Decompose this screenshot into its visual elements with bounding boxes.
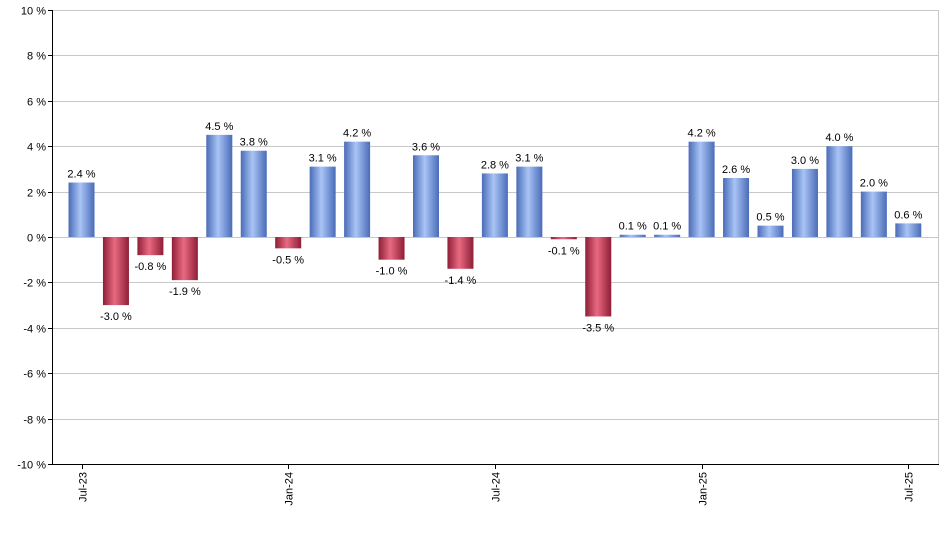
bar-positive [68, 182, 95, 237]
bar-negative [378, 237, 405, 260]
axes [48, 10, 939, 469]
y-tick-label: -4 % [23, 324, 46, 336]
bar-data-label: 0.6 % [894, 209, 922, 221]
y-tick-label: -2 % [23, 278, 46, 290]
bar-data-label: -0.1 % [548, 245, 580, 257]
bar-data-label: -3.5 % [582, 322, 614, 334]
bar-positive [654, 234, 681, 237]
bar-data-label: -1.9 % [169, 286, 201, 298]
bar-data-label: -1.4 % [445, 275, 477, 287]
bar-positive [895, 223, 922, 237]
x-tick-label: Jan-25 [698, 472, 710, 506]
y-tick-label: 4 % [27, 142, 46, 154]
bar-data-label: -3.0 % [100, 311, 132, 323]
y-tick-label: 0 % [27, 233, 46, 245]
bar-data-label: -1.0 % [376, 266, 408, 278]
bar-positive [344, 141, 371, 237]
y-tick-label: 6 % [27, 97, 46, 109]
bar-negative [275, 237, 302, 249]
y-tick-label: 2 % [27, 188, 46, 200]
bar-data-label: 2.0 % [860, 178, 888, 190]
bar-positive [413, 155, 439, 237]
bar-data-label: 3.0 % [791, 155, 819, 167]
bar-data-label: 4.5 % [205, 121, 233, 133]
bar-positive [757, 225, 784, 237]
y-tick-label: 8 % [27, 51, 46, 63]
bar-data-label: 0.5 % [756, 212, 784, 224]
y-tick-label: -10 % [17, 460, 46, 472]
bar-data-label: 2.8 % [481, 159, 509, 171]
bar-positive [481, 173, 508, 237]
bar-data-label: -0.5 % [272, 254, 304, 266]
bar-positive [619, 234, 646, 237]
bar-data-label: 4.2 % [688, 128, 716, 140]
bar-data-label: 2.4 % [67, 169, 95, 181]
bar-negative [585, 237, 612, 317]
bar-positive [688, 141, 715, 237]
bar-data-label: 0.1 % [653, 221, 681, 233]
labels: 10 % 8 % 6 % 4 % 2 % 0 % -2 % -4 % -6 % -8 % -10 %… [17, 6, 922, 506]
bar-negative [137, 237, 164, 256]
x-tick-label: Jul-23 [78, 472, 90, 502]
bar-data-label: -0.8 % [135, 261, 167, 273]
bar-data-label: 2.6 % [722, 164, 750, 176]
y-tick-label: -8 % [23, 415, 46, 427]
bar-data-label: 4.2 % [343, 128, 371, 140]
bar-positive [860, 191, 887, 237]
bar-data-label: 3.1 % [515, 153, 543, 165]
bar-positive [723, 177, 750, 237]
bars [68, 134, 922, 317]
bar-positive [516, 166, 543, 237]
bar-negative [171, 237, 198, 281]
bar-negative [447, 237, 474, 269]
bar-data-label: 3.1 % [309, 153, 337, 165]
bar-positive [309, 166, 336, 237]
y-tick-label: 10 % [21, 6, 46, 18]
bar-positive [240, 150, 267, 237]
bar-data-label: 3.8 % [240, 137, 268, 149]
bar-negative [102, 237, 129, 306]
bar-positive [826, 146, 853, 237]
bar-positive [791, 168, 818, 237]
bar-data-label: 3.6 % [412, 141, 440, 153]
x-tick-label: Jul-25 [904, 472, 916, 502]
bar-data-label: 4.0 % [825, 132, 853, 144]
bar-negative [550, 237, 577, 240]
bar-positive [206, 134, 233, 237]
x-tick-label: Jul-24 [491, 472, 503, 502]
y-tick-label: -6 % [23, 369, 46, 381]
x-tick-label: Jan-24 [284, 472, 296, 506]
bar-data-label: 0.1 % [619, 221, 647, 233]
